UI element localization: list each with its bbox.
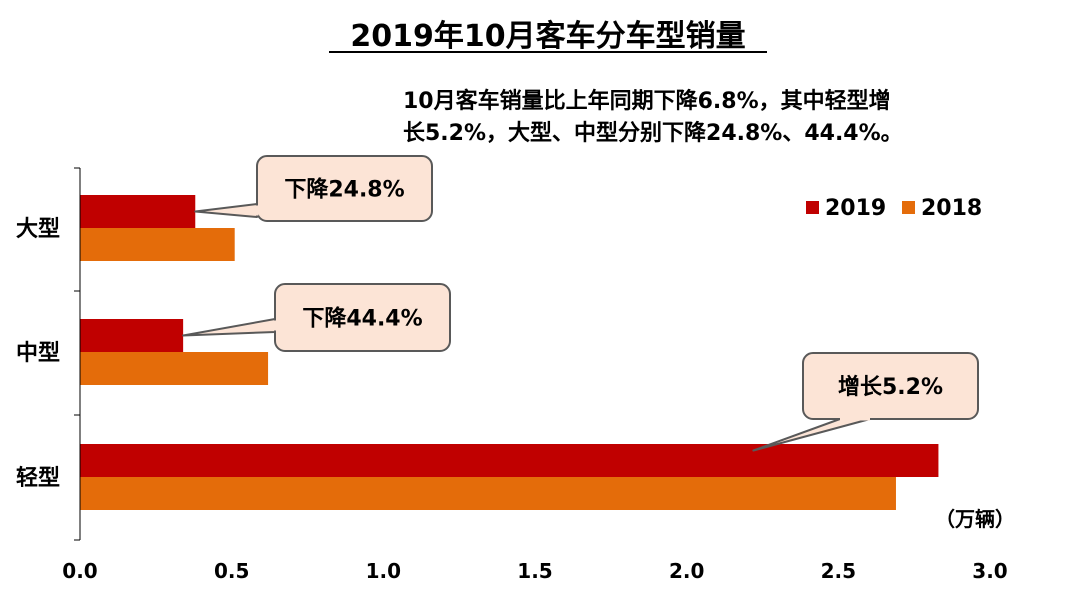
callout: 增长5.2% [752, 352, 979, 452]
callout-label: 下降44.4% [302, 307, 422, 332]
plot-area [74, 167, 939, 541]
x-tick-label: 3.0 [972, 559, 1007, 583]
legend-swatch-2018 [902, 201, 915, 214]
x-tick-label: 1.5 [517, 559, 552, 583]
unit-label: （万辆） [935, 507, 1015, 531]
callout-label: 增长5.2% [838, 374, 943, 400]
callout: 下降44.4% [182, 283, 451, 352]
x-tick-label: 2.0 [669, 559, 704, 583]
y-tick-label: 轻型 [16, 465, 60, 491]
chart-title: 2019年10月客车分车型销量 [350, 19, 745, 54]
callout-pointer [194, 203, 258, 218]
callout-label: 下降24.8% [284, 178, 404, 203]
y-tick-label: 大型 [16, 217, 60, 242]
x-tick-label: 0.0 [62, 559, 97, 583]
callout-box [802, 352, 979, 420]
chart-subtitle-line-1: 10月客车销量比上年同期下降6.8%，其中轻型增 [403, 88, 891, 114]
x-tick-label: 0.5 [214, 559, 249, 583]
legend: 2019 2018 [806, 196, 982, 221]
chart-subtitle-line-2: 长5.2%，大型、中型分别下降24.8%、44.4%。 [403, 121, 903, 146]
bar-2019-轻型 [80, 444, 939, 477]
callout-box [256, 155, 433, 222]
legend-swatch-2019 [806, 201, 819, 214]
callout-box [274, 283, 451, 352]
bar-2019-大型 [80, 195, 196, 228]
bar-2019-中型 [80, 319, 184, 352]
bar-2018-轻型 [80, 477, 896, 510]
callouts: 下降24.8% 下降44.4% 增长5.2% [182, 155, 979, 452]
legend-label-2019: 2019 [825, 196, 886, 221]
y-tick-label: 中型 [16, 341, 60, 366]
bar-2018-中型 [80, 352, 269, 385]
legend-label-2018: 2018 [921, 196, 982, 221]
callout: 下降24.8% [194, 155, 433, 222]
x-tick-label: 2.5 [821, 559, 856, 583]
bar-2018-大型 [80, 228, 235, 261]
callout-pointer [182, 318, 276, 337]
x-tick-label: 1.0 [366, 559, 401, 583]
